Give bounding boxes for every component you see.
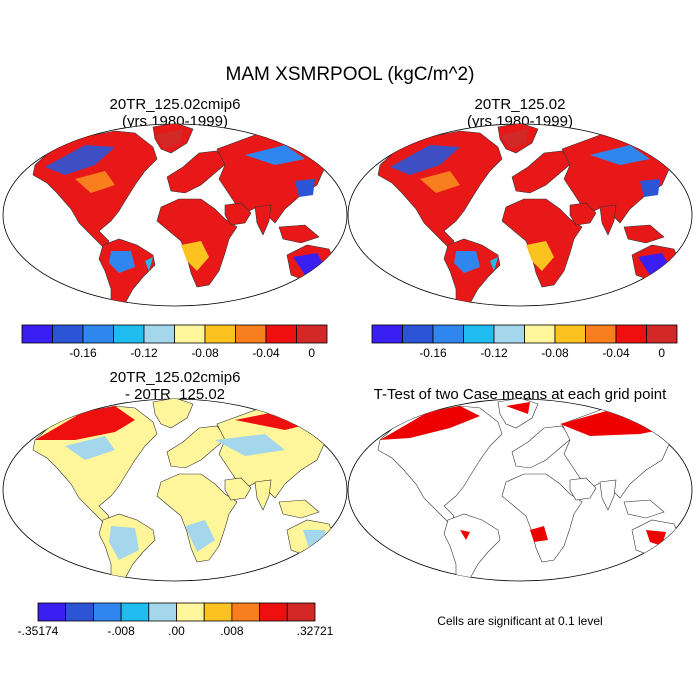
panel-2-title-line1: 20TR_125.02	[474, 96, 566, 113]
colorbar-3-box-7	[231, 602, 260, 622]
colorbar-2-box-7	[585, 324, 617, 344]
panel-1-title-line1: 20TR_125.02cmip6	[109, 96, 241, 113]
colorbar-3-box-2	[93, 602, 122, 622]
map-3-land	[24, 399, 338, 581]
colorbar-3-label-1: -.008	[107, 624, 135, 638]
map-2-land	[369, 124, 683, 306]
colorbar-2-box-9	[646, 324, 678, 344]
figure-title: MAM XSMRPOOL (kgC/m^2)	[225, 64, 475, 85]
map-panel-2	[347, 123, 693, 307]
colorbar-1-box-2	[82, 324, 114, 344]
colorbar-3-label-3: .008	[220, 624, 244, 638]
map-panel-4	[347, 398, 693, 582]
colorbar-1-label-0: -0.16	[69, 346, 97, 360]
significance-note: Cells are significant at 0.1 level	[437, 614, 603, 628]
map-panel-1	[2, 123, 348, 307]
colorbar-2-box-0	[371, 324, 403, 344]
map-panel-3	[2, 398, 348, 582]
panel-4-title-line1: T-Test of two Case means at each grid po…	[373, 386, 667, 403]
colorbar-3-box-5	[176, 602, 205, 622]
panel-3-title: 20TR_125.02cmip6 - 20TR_125.02	[25, 369, 325, 403]
colorbar-1-box-9	[296, 324, 328, 344]
colorbar-3-box-4	[148, 602, 177, 622]
colorbar-2-box-8	[615, 324, 647, 344]
colorbar-2-box-1	[402, 324, 434, 344]
colorbar-2-box-5	[524, 324, 556, 344]
colorbar-2-label-4: 0	[658, 346, 665, 360]
colorbar-1-label-1: -0.12	[130, 346, 158, 360]
colorbar-1-label-4: 0	[308, 346, 315, 360]
colorbar-panel-3: -.35174 -.008 .00 .008 .32721	[18, 602, 334, 638]
colorbar-1-box-6	[204, 324, 236, 344]
colorbar-3-box-6	[203, 602, 233, 622]
colorbar-1-label-3: -0.04	[252, 346, 280, 360]
colorbar-2-box-2	[432, 324, 464, 344]
colorbar-3-label-0: -.35174	[18, 624, 59, 638]
colorbar-1-box-7	[235, 324, 267, 344]
colorbar-1-box-0	[21, 324, 53, 344]
colorbar-panel-1: -0.16 -0.12 -0.08 -0.04 0	[21, 324, 328, 360]
colorbar-2-label-3: -0.04	[602, 346, 630, 360]
colorbar-2-label-2: -0.08	[541, 346, 569, 360]
colorbar-1-box-3	[113, 324, 145, 344]
colorbar-3-box-1	[65, 602, 94, 622]
colorbar-3-box-3	[120, 602, 150, 622]
colorbar-1-box-4	[143, 324, 175, 344]
colorbar-2-label-0: -0.16	[419, 346, 447, 360]
colorbar-1-label-2: -0.08	[191, 346, 219, 360]
colorbar-3-box-0	[37, 602, 67, 622]
colorbar-1-box-8	[265, 324, 297, 344]
panel-3-title-line1: 20TR_125.02cmip6	[109, 369, 241, 386]
map-1-land	[24, 124, 338, 306]
colorbar-3-box-8	[259, 602, 288, 622]
panel-4-title: T-Test of two Case means at each grid po…	[355, 386, 685, 403]
colorbar-3-label-2: .00	[168, 624, 185, 638]
colorbar-2-box-3	[463, 324, 495, 344]
colorbar-1-box-5	[174, 324, 206, 344]
colorbar-2-box-4	[493, 324, 525, 344]
colorbar-panel-2: -0.16 -0.12 -0.08 -0.04 0	[371, 324, 678, 360]
colorbar-2-label-1: -0.12	[480, 346, 508, 360]
colorbar-3-label-4: .32721	[297, 624, 334, 638]
colorbar-1-box-1	[52, 324, 84, 344]
colorbar-2-box-6	[554, 324, 586, 344]
panel-3-title-line2: - 20TR_125.02	[124, 386, 226, 403]
colorbar-3-box-9	[286, 602, 316, 622]
